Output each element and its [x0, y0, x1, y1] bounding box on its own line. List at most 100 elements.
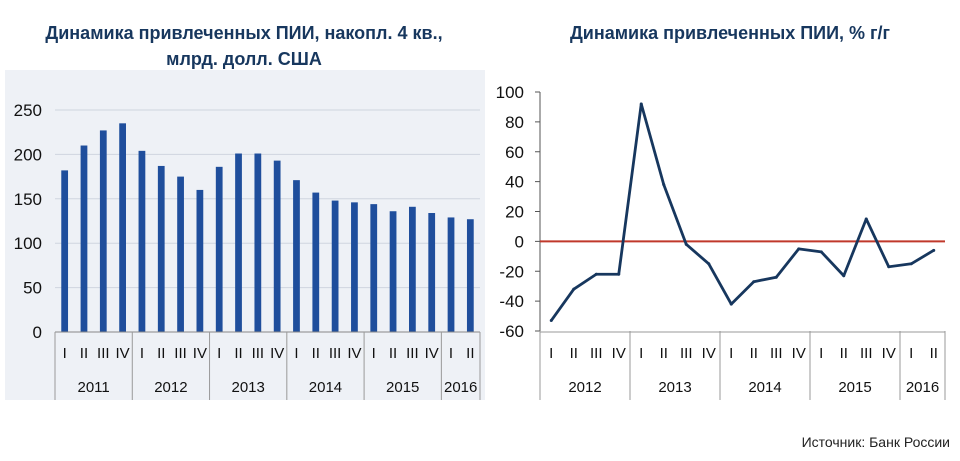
y-tick-label: -20 — [499, 262, 524, 281]
bar — [138, 150, 146, 332]
bar — [293, 180, 300, 332]
bar — [331, 200, 339, 332]
x-quarter-label: IV — [270, 345, 284, 362]
data-point — [617, 272, 621, 276]
y-tick-label: 150 — [14, 190, 42, 209]
bar — [99, 130, 107, 332]
x-year-label: 2015 — [386, 379, 419, 396]
x-quarter-label: IV — [882, 345, 896, 362]
left-chart-title-line1: Динамика привлеченных ПИИ, накопл. 4 кв.… — [45, 23, 443, 43]
x-quarter-label: I — [63, 345, 67, 362]
x-year-label: 2014 — [309, 379, 342, 396]
bar — [157, 165, 165, 332]
y-tick-label: 200 — [14, 145, 42, 164]
left-chart-title: Динамика привлеченных ПИИ, накопл. 4 кв.… — [0, 20, 488, 72]
data-point — [819, 250, 823, 254]
x-quarter-label: IV — [116, 345, 130, 362]
x-year-label: 2012 — [568, 379, 601, 396]
x-quarter-label: II — [466, 345, 474, 362]
x-quarter-label: II — [570, 345, 578, 362]
x-quarter-label: IV — [193, 345, 207, 362]
x-quarter-label: I — [372, 345, 376, 362]
data-point — [707, 262, 711, 266]
y-tick-label: 40 — [505, 173, 524, 192]
x-quarter-label: IV — [347, 345, 361, 362]
y-tick-label: -60 — [499, 322, 524, 341]
x-quarter-label: III — [860, 345, 873, 362]
bar — [370, 204, 378, 332]
data-point — [774, 275, 778, 279]
bar — [215, 166, 223, 332]
x-quarter-label: IV — [792, 345, 806, 362]
y-tick-label: 100 — [14, 234, 42, 253]
data-point — [909, 262, 913, 266]
bar — [389, 211, 397, 332]
x-year-label: 2013 — [658, 379, 691, 396]
x-quarter-label: II — [157, 345, 165, 362]
x-year-label: 2014 — [748, 379, 781, 396]
bar — [119, 123, 126, 332]
x-quarter-label: III — [590, 345, 603, 362]
bar — [428, 213, 436, 332]
data-point — [572, 287, 576, 291]
bar — [447, 217, 455, 332]
x-quarter-label: II — [840, 345, 848, 362]
x-quarter-label: II — [312, 345, 320, 362]
x-quarter-label: I — [639, 345, 643, 362]
y-tick-label: 250 — [14, 101, 42, 120]
x-quarter-label: I — [449, 345, 453, 362]
y-tick-label: -40 — [499, 292, 524, 311]
source-note: Источник: Банк России — [801, 434, 950, 450]
x-quarter-label: I — [217, 345, 221, 362]
y-tick-label: 60 — [505, 143, 524, 162]
x-year-label: 2011 — [78, 379, 110, 396]
bar — [254, 153, 262, 332]
x-year-label: 2015 — [838, 379, 871, 396]
data-point — [729, 302, 733, 306]
x-quarter-label: III — [770, 345, 783, 362]
x-quarter-label: II — [750, 345, 758, 362]
x-year-label: 2013 — [231, 379, 264, 396]
x-year-label: 2012 — [154, 379, 187, 396]
y-tick-label: 100 — [496, 83, 524, 102]
bar — [409, 206, 416, 332]
data-point — [797, 247, 801, 251]
data-point — [684, 242, 688, 246]
x-quarter-label: II — [80, 345, 88, 362]
data-point — [864, 217, 868, 221]
y-tick-label: 0 — [33, 323, 42, 342]
bar — [177, 176, 184, 332]
bar — [61, 170, 69, 332]
bar — [466, 219, 474, 332]
bar — [196, 189, 204, 332]
bar — [235, 153, 242, 332]
x-quarter-label: II — [389, 345, 397, 362]
data-point — [887, 265, 891, 269]
x-quarter-label: I — [819, 345, 823, 362]
right-chart-title: Динамика привлеченных ПИИ, % г/г — [569, 23, 891, 43]
x-quarter-label: II — [234, 345, 242, 362]
left-chart-title-line2: млрд. долл. США — [166, 49, 322, 69]
x-quarter-label: II — [660, 345, 668, 362]
bar — [312, 192, 320, 332]
x-quarter-label: IV — [425, 345, 439, 362]
x-quarter-label: I — [909, 345, 913, 362]
x-quarter-label: III — [174, 345, 187, 362]
y-tick-label: 0 — [515, 232, 524, 251]
data-point — [594, 272, 598, 276]
bar — [273, 160, 281, 332]
x-quarter-label: II — [930, 345, 938, 362]
bar — [80, 145, 88, 332]
data-point — [662, 183, 666, 187]
x-quarter-label: I — [140, 345, 144, 362]
y-tick-label: 80 — [505, 113, 524, 132]
x-quarter-label: III — [252, 345, 265, 362]
x-year-label: 2016 — [906, 379, 939, 396]
data-point — [639, 102, 643, 106]
x-quarter-label: III — [97, 345, 110, 362]
x-quarter-label: I — [549, 345, 553, 362]
x-quarter-label: III — [680, 345, 693, 362]
x-year-label: 2016 — [444, 379, 477, 396]
